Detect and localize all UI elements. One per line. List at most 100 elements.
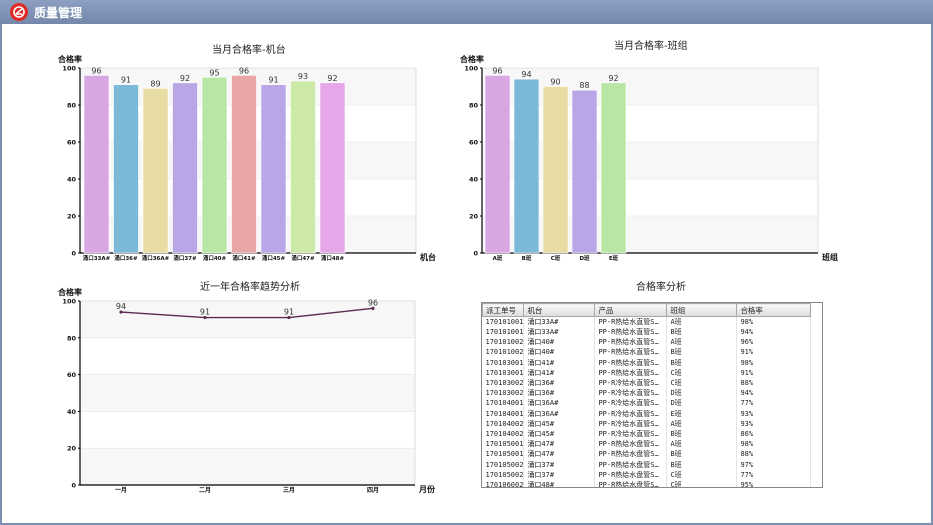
table-cell: 96% [736,337,812,348]
table-cell: PP-R冷给水直管S… [594,388,668,399]
table-cell: 涌口48# [523,479,596,487]
table-cell: 涌口47# [523,449,596,460]
table-cell: 170105001 [482,439,525,450]
table-cell: PP-R热给水盘管S… [594,469,668,480]
table-cell: PP-R热给水盘管S… [594,459,668,470]
table-cell: 170105002 [482,459,525,470]
table-cell: 170104002 [482,418,525,429]
app-title: 质量管理 [34,5,83,20]
table-cell: 涌口33A# [523,316,596,327]
table-row[interactable]: 170105002 涌口37# PP-R热给水盘管S… C班 77% [482,469,812,480]
table-cell: C班 [666,367,738,378]
column-header[interactable]: 产品 [594,303,668,317]
pass-rate-table[interactable]: 派工单号 机台 产品 班组 合格率 170101001 涌口33A# PP-R热给水直管S…… [481,302,823,488]
table-cell: A班 [666,316,738,327]
pass-rate-table-grid: 派工单号 机台 产品 班组 合格率 170101001 涌口33A# PP-R热给水直管S…… [482,303,812,487]
table-cell: 97% [736,459,812,470]
table-cell: PP-R冷给水直管S… [594,398,668,409]
table-cell: 涌口36A# [523,408,596,419]
table-cell: 170103002 [482,377,525,389]
table-cell: B班 [666,459,738,470]
table-cell: 86% [736,428,812,440]
table-cell: C班 [666,469,738,480]
table-cell: 77% [736,398,812,409]
table-row[interactable]: 170103001 涌口41# PP-R热给水直管S… B班 98% [482,357,812,368]
table-cell: 涌口37# [523,459,596,470]
table-cell: 涌口40# [523,347,596,358]
column-header[interactable]: 机台 [523,303,596,317]
table-cell: 涌口40# [523,337,596,348]
table-cell: 170105001 [482,449,525,460]
table-cell: 95% [736,479,812,487]
table-row[interactable]: 170103002 涌口36# PP-R冷给水直管S… C班 88% [482,377,812,389]
table-cell: 涌口36A# [523,398,596,409]
table-row[interactable]: 170104002 涌口45# PP-R冷给水直管S… B班 86% [482,428,812,440]
table-row[interactable]: 170106002 涌口48# PP-R热给水盘管S… C班 95% [482,479,812,487]
table-cell: PP-R热给水直管S… [594,316,668,327]
table-cell: 91% [736,347,812,358]
table-cell: 170103002 [482,388,525,399]
table-cell: 涌口45# [523,428,596,440]
table-row[interactable]: 170105001 涌口47# PP-R热给水盘管S… A班 98% [482,439,812,450]
table-cell: PP-R热给水直管S… [594,357,668,368]
table-cell: 涌口41# [523,357,596,368]
table-row[interactable]: 170105001 涌口47# PP-R热给水盘管S… B班 88% [482,449,812,460]
table-cell: PP-R热给水盘管S… [594,449,668,460]
column-header[interactable]: 班组 [666,303,738,317]
table-cell: 93% [736,418,812,429]
table-row[interactable]: 170101002 涌口40# PP-R热给水直管S… A班 96% [482,337,812,348]
table-cell: PP-R冷给水直管S… [594,408,668,419]
table-row[interactable]: 170103001 涌口41# PP-R热给水直管S… C班 91% [482,367,812,378]
column-header[interactable]: 派工单号 [482,303,525,317]
table-cell: B班 [666,449,738,460]
table-cell: B班 [666,327,738,338]
table-row[interactable]: 170101001 涌口33A# PP-R热给水直管S… B班 94% [482,327,812,338]
machine-chart-title: 当月合格率-机台 [212,45,286,56]
table-cell: PP-R热给水直管S… [594,347,668,358]
table-row[interactable]: 170101002 涌口40# PP-R热给水直管S… B班 91% [482,347,812,358]
team-chart-title: 当月合格率-班组 [614,41,688,52]
table-cell: 93% [736,408,812,419]
table-cell: 170101002 [482,347,525,358]
title-bar: 质量管理 [0,0,933,24]
table-row[interactable]: 170104001 涌口36A# PP-R冷给水直管S… D班 77% [482,398,812,409]
table-cell: PP-R冷给水直管S… [594,428,668,440]
table-cell: PP-R热给水直管S… [594,327,668,338]
table-cell: 涌口47# [523,439,596,450]
table-row[interactable]: 170104002 涌口45# PP-R冷给水直管S… A班 93% [482,418,812,429]
table-cell: 170101002 [482,337,525,348]
table-cell: 170105002 [482,469,525,480]
table-row[interactable]: 170101001 涌口33A# PP-R热给水直管S… A班 98% [482,316,812,327]
table-cell: A班 [666,337,738,348]
table-cell: PP-R热给水直管S… [594,337,668,348]
table-cell: 98% [736,357,812,368]
table-cell: 94% [736,388,812,399]
table-cell: 涌口41# [523,367,596,378]
table-cell: 88% [736,449,812,460]
table-row[interactable]: 170105002 涌口37# PP-R热给水盘管S… B班 97% [482,459,812,470]
table-cell: 170104001 [482,398,525,409]
table-cell: 91% [736,367,812,378]
table-cell: D班 [666,388,738,399]
table-cell: A班 [666,418,738,429]
table-cell: 77% [736,469,812,480]
column-header[interactable]: 合格率 [736,303,812,317]
table-row[interactable]: 170103002 涌口36# PP-R冷给水直管S… D班 94% [482,388,812,399]
table-cell: PP-R热给水盘管S… [594,439,668,450]
table-cell: 170104002 [482,428,525,440]
table-cell: C班 [666,479,738,487]
table-cell: PP-R冷给水直管S… [594,418,668,429]
table-cell: PP-R热给水盘管S… [594,479,668,487]
table-cell: 170106002 [482,479,525,487]
table-cell: 170101001 [482,316,525,327]
table-cell: PP-R冷给水直管S… [594,377,668,389]
table-cell: C班 [666,377,738,389]
table-cell: 涌口37# [523,469,596,480]
table-cell: B班 [666,347,738,358]
table-cell: 170103001 [482,357,525,368]
table-cell: B班 [666,428,738,440]
table-cell: D班 [666,398,738,409]
table-row[interactable]: 170104001 涌口36A# PP-R冷给水直管S… E班 93% [482,408,812,419]
table-cell: 涌口45# [523,418,596,429]
table-cell: 88% [736,377,812,389]
